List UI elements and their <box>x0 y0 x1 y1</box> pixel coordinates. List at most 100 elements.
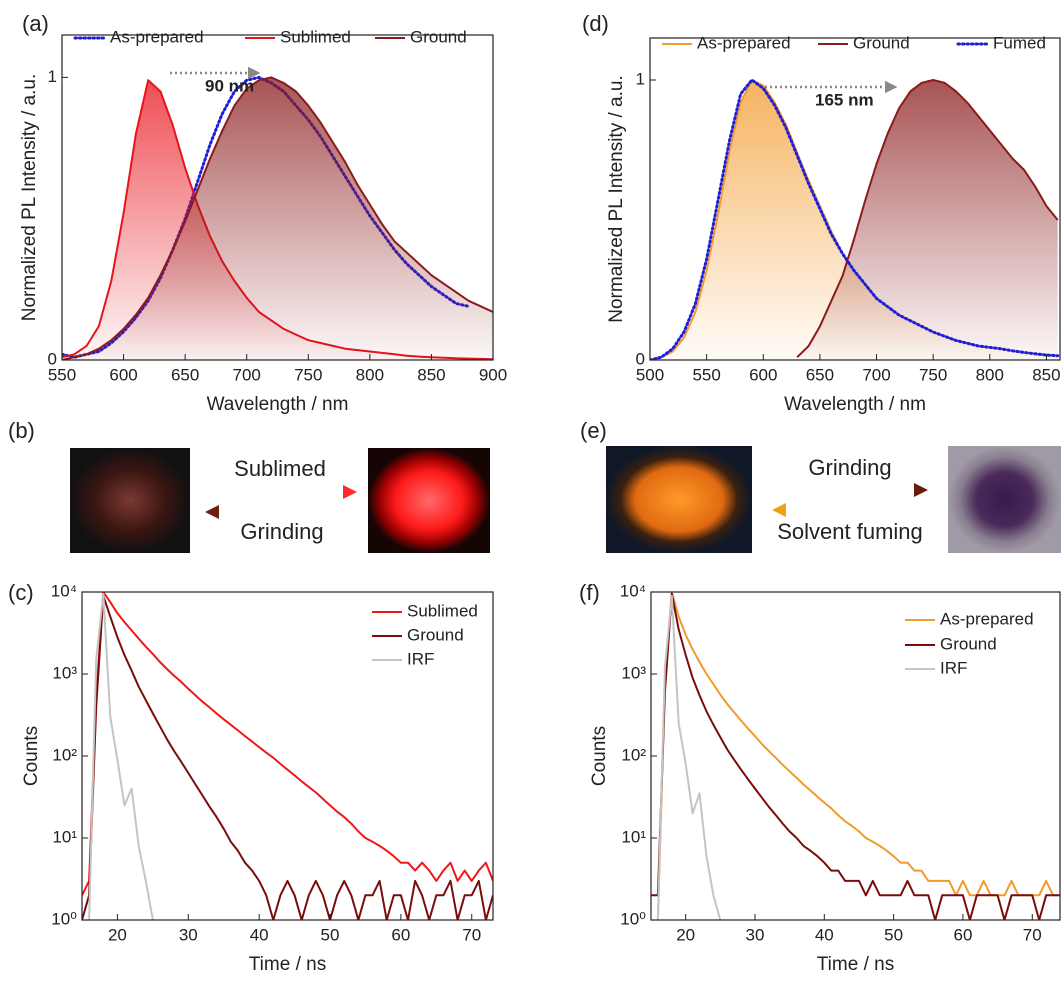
x-tick-label: 600 <box>109 365 137 384</box>
x-tick-label: 50 <box>321 925 340 944</box>
axes-frame <box>650 591 1061 921</box>
y-tick-label: 10⁴ <box>51 581 77 600</box>
legend-label: Fumed <box>993 33 1046 52</box>
x-tick-label: 70 <box>1023 925 1042 944</box>
arrow-head <box>205 505 219 519</box>
area-fill <box>797 80 1058 360</box>
x-tick-label: 850 <box>1032 365 1060 384</box>
x-tick-label: 30 <box>746 925 765 944</box>
legend-label: As-prepared <box>110 27 204 46</box>
y-tick-label: 1 <box>636 69 645 88</box>
arrow-head <box>343 485 357 499</box>
y-tick-label: 10⁰ <box>51 909 77 928</box>
y-tick-label: 0 <box>636 349 645 368</box>
chart-panel: 20 30 40 50 60 70 10⁰ 10¹ 10² 10³ 10⁴ Time / ns Coun… <box>579 580 1061 975</box>
series-line <box>656 594 722 920</box>
plot-area <box>651 592 1060 920</box>
panel-label: (c) <box>8 580 34 605</box>
series-line <box>651 592 1060 920</box>
x-tick-label: 650 <box>171 365 199 384</box>
plot-area <box>62 75 493 360</box>
x-tick-label: 750 <box>919 365 947 384</box>
y-axis-label: Normalized PL Intensity / a.u. <box>606 75 627 322</box>
series-line <box>82 594 493 920</box>
axes-frame <box>61 34 494 361</box>
photo <box>70 448 190 553</box>
x-tick-label: 40 <box>250 925 269 944</box>
chart-panel: 550 600 650 700 750 800 850 900 0 1 Wavelength / n… <box>19 11 507 415</box>
annotation: 90 nm <box>205 76 254 95</box>
y-tick-label: 10⁰ <box>620 909 646 928</box>
legend-label: Sublimed <box>280 27 351 46</box>
annotation: 165 nm <box>815 90 874 109</box>
legend-label: Ground <box>853 33 910 52</box>
legend-label: IRF <box>407 649 434 668</box>
series-line <box>650 78 1060 360</box>
panel-label: (f) <box>579 580 600 605</box>
scheme-label: Sublimed <box>234 456 326 481</box>
y-tick-label: 0 <box>48 349 57 368</box>
panel-label: (d) <box>582 11 609 36</box>
y-tick-label: 10² <box>621 745 646 764</box>
x-tick-label: 50 <box>884 925 903 944</box>
chart-panel: 20 30 40 50 60 70 10⁰ 10¹ 10² 10³ 10⁴ Time / ns Coun… <box>8 580 494 975</box>
chart-panel: 500 550 600 650 700 750 800 850 0 1 Wavelength / n… <box>582 11 1061 415</box>
x-tick-label: 500 <box>636 365 664 384</box>
area-fill <box>650 80 1058 360</box>
x-tick-label: 20 <box>676 925 695 944</box>
plot-area <box>650 78 1060 360</box>
legend-label: Ground <box>410 27 467 46</box>
x-axis-label: Time / ns <box>817 954 894 975</box>
y-tick-label: 10¹ <box>52 827 77 846</box>
panel-label: (b) <box>8 418 35 443</box>
x-axis-label: Wavelength / nm <box>784 394 926 415</box>
legend-label: As-prepared <box>697 33 791 52</box>
scheme-label: Grinding <box>240 519 323 544</box>
x-tick-label: 30 <box>179 925 198 944</box>
x-tick-label: 60 <box>953 925 972 944</box>
scheme-label: Solvent fuming <box>777 519 923 544</box>
x-axis-label: Wavelength / nm <box>207 394 349 415</box>
y-axis-label: Normalized PL Intensity / a.u. <box>19 74 40 321</box>
panel-label: (a) <box>22 11 49 36</box>
area-fill <box>62 77 493 360</box>
photo <box>606 446 752 553</box>
x-tick-label: 550 <box>48 365 76 384</box>
photo <box>948 446 1061 553</box>
legend-label: IRF <box>940 658 967 677</box>
y-axis-label: Counts <box>589 726 610 786</box>
legend-label: Ground <box>940 634 997 653</box>
x-tick-label: 700 <box>862 365 890 384</box>
y-tick-label: 1 <box>48 67 57 86</box>
y-tick-label: 10⁴ <box>620 581 646 600</box>
series-line <box>88 592 154 920</box>
scheme-label: Grinding <box>808 455 891 480</box>
legend-label: Sublimed <box>407 601 478 620</box>
x-tick-label: 750 <box>294 365 322 384</box>
x-tick-label: 60 <box>391 925 410 944</box>
legend-label: Ground <box>407 625 464 644</box>
series-line <box>796 79 1059 358</box>
x-tick-label: 700 <box>233 365 261 384</box>
series-line <box>82 592 493 896</box>
x-tick-label: 650 <box>806 365 834 384</box>
x-tick-label: 900 <box>479 365 507 384</box>
x-axis-label: Time / ns <box>249 954 326 975</box>
x-tick-label: 600 <box>749 365 777 384</box>
arrow-head <box>772 503 786 517</box>
series-line <box>656 592 1060 920</box>
plot-area <box>82 592 493 920</box>
x-tick-label: 550 <box>692 365 720 384</box>
x-tick-label: 850 <box>417 365 445 384</box>
x-tick-label: 70 <box>462 925 481 944</box>
y-tick-label: 10³ <box>52 663 77 682</box>
series-line <box>62 76 493 360</box>
legend-label: As-prepared <box>940 609 1034 628</box>
y-tick-label: 10³ <box>621 663 646 682</box>
y-tick-label: 10¹ <box>621 827 646 846</box>
x-tick-label: 40 <box>815 925 834 944</box>
y-tick-label: 10² <box>52 745 77 764</box>
x-tick-label: 20 <box>108 925 127 944</box>
y-axis-label: Counts <box>21 726 42 786</box>
